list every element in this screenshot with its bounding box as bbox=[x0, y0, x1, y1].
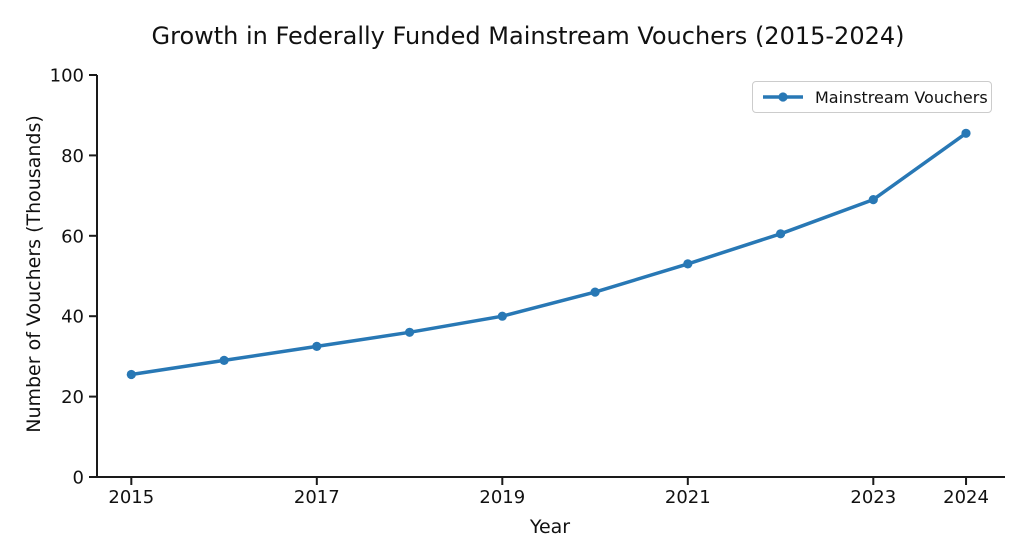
chart-title: Growth in Federally Funded Mainstream Vo… bbox=[151, 22, 905, 50]
data-point-2016 bbox=[219, 355, 229, 365]
data-point-2021 bbox=[683, 259, 693, 269]
legend-marker-icon bbox=[778, 92, 788, 102]
x-tick-label: 2023 bbox=[850, 487, 896, 508]
x-tick-label: 2015 bbox=[108, 487, 154, 508]
data-point-2020 bbox=[590, 287, 600, 297]
y-tick-label: 60 bbox=[61, 226, 84, 247]
x-tick-label: 2021 bbox=[665, 487, 711, 508]
data-point-2015 bbox=[126, 369, 136, 380]
x-tick-label: 2019 bbox=[479, 487, 525, 508]
y-tick-label: 0 bbox=[73, 468, 84, 489]
legend: Mainstream Vouchers bbox=[752, 81, 992, 113]
data-point-2023 bbox=[868, 195, 878, 205]
legend-line-sample bbox=[763, 92, 803, 102]
legend-label: Mainstream Vouchers bbox=[815, 87, 988, 107]
y-tick-label: 20 bbox=[61, 387, 84, 408]
x-tick-label: 2017 bbox=[294, 487, 340, 508]
data-point-2024 bbox=[961, 128, 971, 138]
x-axis-label: Year bbox=[529, 516, 571, 538]
y-tick-label: 80 bbox=[61, 146, 84, 167]
data-point-2018 bbox=[405, 327, 415, 337]
y-axis-label: Number of Vouchers (Thousands) bbox=[23, 115, 45, 433]
x-tick-label: 2024 bbox=[943, 487, 989, 508]
data-point-2022 bbox=[776, 229, 786, 239]
y-tick-label: 40 bbox=[61, 307, 84, 328]
data-line bbox=[129, 131, 968, 377]
data-point-2019 bbox=[497, 311, 507, 321]
y-tick-label: 100 bbox=[50, 66, 84, 87]
data-point-2017 bbox=[312, 341, 322, 351]
